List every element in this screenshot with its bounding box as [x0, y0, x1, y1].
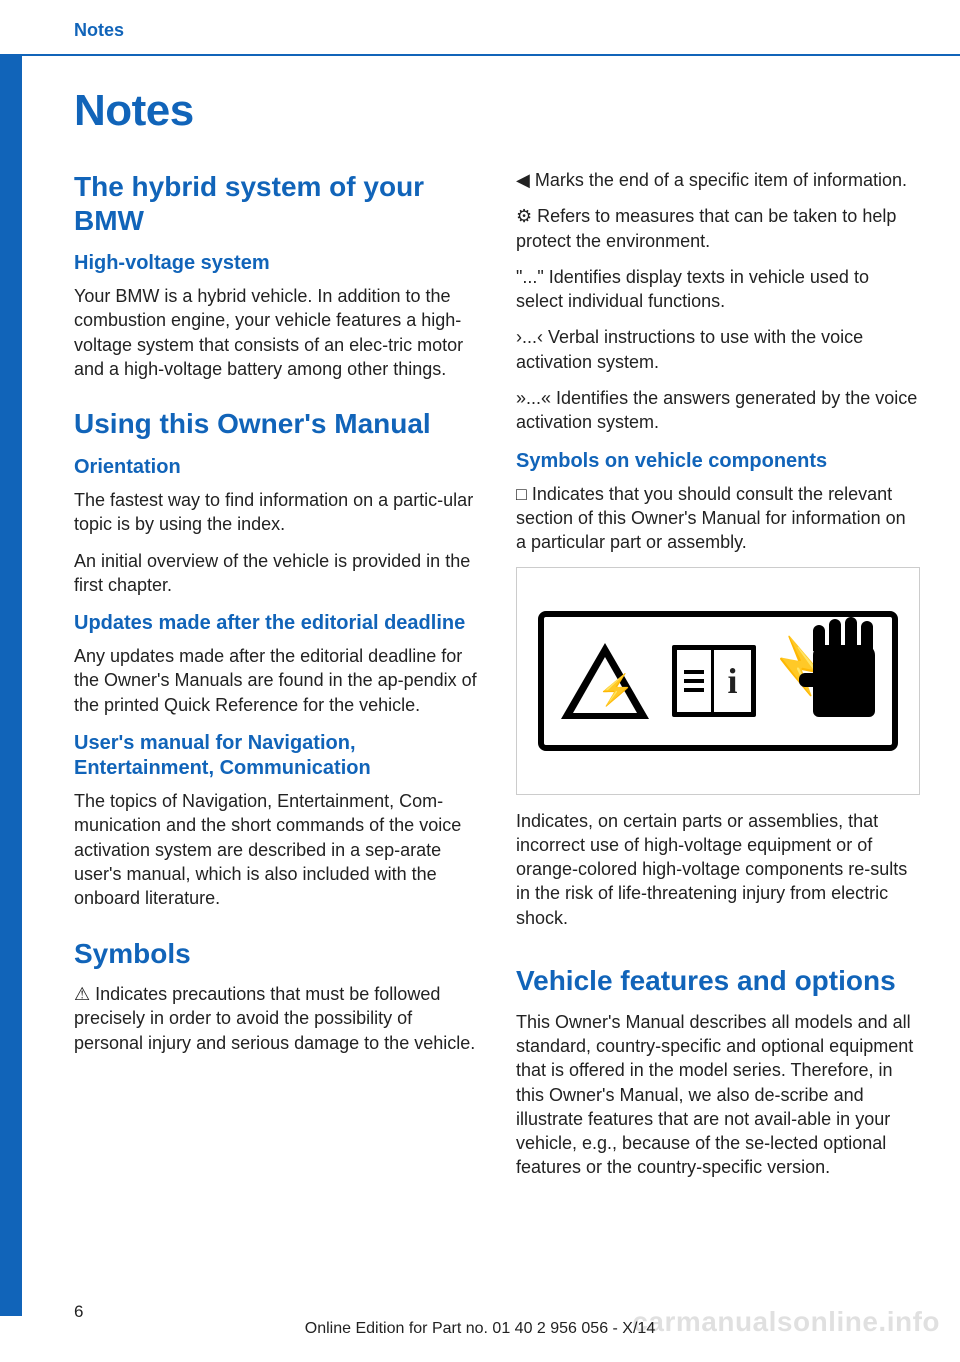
h3-updates: Updates made after the editorial deadlin…	[74, 611, 478, 636]
para-symbol-display-text: "..." Identifies display texts in vehicl…	[516, 265, 920, 314]
read-manual-icon: i	[672, 645, 756, 717]
left-sidebar-stripe	[0, 56, 22, 1316]
footer-edition-line: Online Edition for Part no. 01 40 2 956 …	[0, 1320, 960, 1338]
warning-label-frame: ⚡ i ⚡	[538, 611, 898, 751]
page-title: Notes	[74, 86, 478, 136]
page-number: 6	[74, 1302, 83, 1322]
h2-symbols: Symbols	[74, 937, 478, 971]
para: The topics of Navigation, Entertainment,…	[74, 789, 478, 910]
h3-nav-ent-comm: User's manual for Navigation, Entertainm…	[74, 731, 478, 781]
h2-using-manual: Using this Owner's Manual	[74, 407, 478, 441]
h3-symbols-components: Symbols on vehicle components	[516, 449, 920, 474]
warning-triangle-icon: ⚡	[561, 643, 649, 719]
para: Indicates, on certain parts or assemblie…	[516, 809, 920, 930]
para-symbol-warning: ⚠ Indicates precautions that must be fol…	[74, 982, 478, 1055]
para: Any updates made after the editorial dea…	[74, 644, 478, 717]
para-symbol-environment: ⚙ Refers to measures that can be taken t…	[516, 204, 920, 253]
figure-warning-label: ⚡ i ⚡	[516, 567, 920, 795]
h3-orientation: Orientation	[74, 455, 478, 480]
h2-hybrid-system: The hybrid system of your BMW	[74, 170, 478, 237]
para-symbol-voice-in: ›...‹ Verbal instructions to use with th…	[516, 325, 920, 374]
para: An initial overview of the vehicle is pr…	[74, 549, 478, 598]
para-symbol-end: ◀ Marks the end of a specific item of in…	[516, 168, 920, 192]
right-column: ◀ Marks the end of a specific item of in…	[516, 86, 920, 1192]
page: Notes Notes The hybrid system of your BM…	[0, 0, 960, 1362]
spacer	[516, 86, 920, 168]
content-columns: Notes The hybrid system of your BMW High…	[0, 56, 960, 1192]
para-symbol-voice-out: »...« Identifies the answers generated b…	[516, 386, 920, 435]
h3-high-voltage: High-voltage system	[74, 251, 478, 276]
electric-hand-icon: ⚡	[779, 627, 875, 735]
para: The fastest way to find information on a…	[74, 488, 478, 537]
para: Your BMW is a hybrid vehicle. In additio…	[74, 284, 478, 381]
header-bar: Notes	[0, 0, 960, 56]
para: This Owner's Manual describes all models…	[516, 1010, 920, 1180]
left-column: Notes The hybrid system of your BMW High…	[74, 86, 478, 1192]
h2-vehicle-features: Vehicle features and options	[516, 964, 920, 998]
para-symbol-consult-manual: □ Indicates that you should consult the …	[516, 482, 920, 555]
header-section-label: Notes	[74, 20, 124, 41]
